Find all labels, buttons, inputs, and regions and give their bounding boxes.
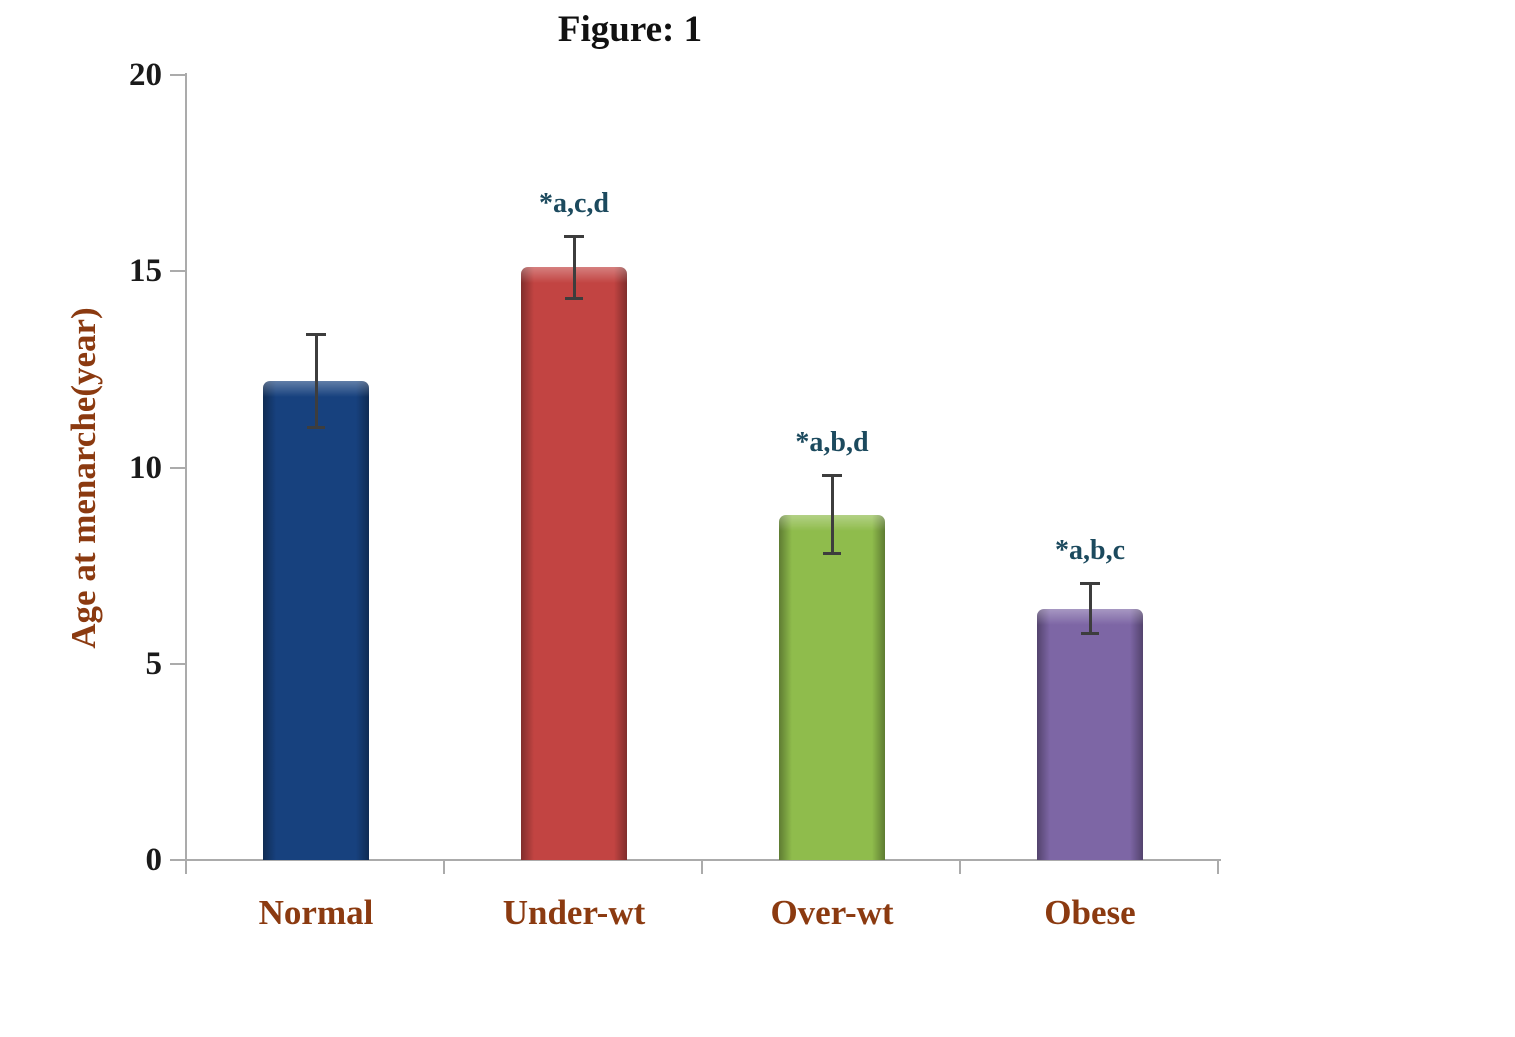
y-tick-label-20: 20 <box>129 57 162 93</box>
x-boundary-tick-2 <box>701 861 703 874</box>
error-bar-under-wt <box>572 235 576 299</box>
error-bar-top-cap-over-wt <box>822 474 842 478</box>
x-axis-line <box>185 859 1221 861</box>
y-tick-label-10: 10 <box>129 449 162 486</box>
y-tick-label-15: 15 <box>129 253 162 290</box>
error-bar-bottom-cap-normal <box>307 426 325 430</box>
error-bar-bottom-cap-obese <box>1081 632 1099 636</box>
x-label-obese: Obese <box>1044 893 1136 932</box>
error-bar-top-cap-under-wt <box>564 234 584 238</box>
y-axis-line <box>185 73 187 874</box>
x-label-normal: Normal <box>258 893 374 932</box>
figure-title: Figure: 1 <box>557 9 703 50</box>
x-label-over-wt: Over-wt <box>770 893 894 932</box>
error-bar-top-cap-normal <box>306 333 326 337</box>
error-bar-bottom-cap-over-wt <box>823 551 841 555</box>
annotation-under-wt: *a,c,d <box>539 187 609 219</box>
error-bar-normal <box>314 334 318 429</box>
x-label-under-wt: Under-wt <box>502 893 646 932</box>
y-tick-mark-5 <box>170 662 185 665</box>
bar-over-wt <box>779 514 885 860</box>
bar-under-wt <box>521 267 627 860</box>
y-tick-mark-10 <box>170 466 185 469</box>
annotation-over-wt: *a,b,d <box>795 427 869 459</box>
error-bar-top-cap-obese <box>1080 582 1100 586</box>
bar-obese <box>1037 608 1143 860</box>
error-bar-obese <box>1088 583 1092 635</box>
bar-normal <box>263 381 369 860</box>
y-tick-label-5: 5 <box>145 645 163 682</box>
y-tick-mark-0 <box>170 859 185 861</box>
x-boundary-tick-3 <box>959 861 961 874</box>
x-boundary-tick-1 <box>443 861 445 874</box>
annotation-obese: *a,b,c <box>1055 535 1125 567</box>
x-boundary-tick-4 <box>1217 861 1219 874</box>
error-bar-over-wt <box>830 475 834 554</box>
y-tick-mark-20 <box>170 74 185 76</box>
y-tick-mark-15 <box>170 270 185 273</box>
y-tick-label-0: 0 <box>145 842 163 878</box>
error-bar-bottom-cap-under-wt <box>565 296 583 300</box>
